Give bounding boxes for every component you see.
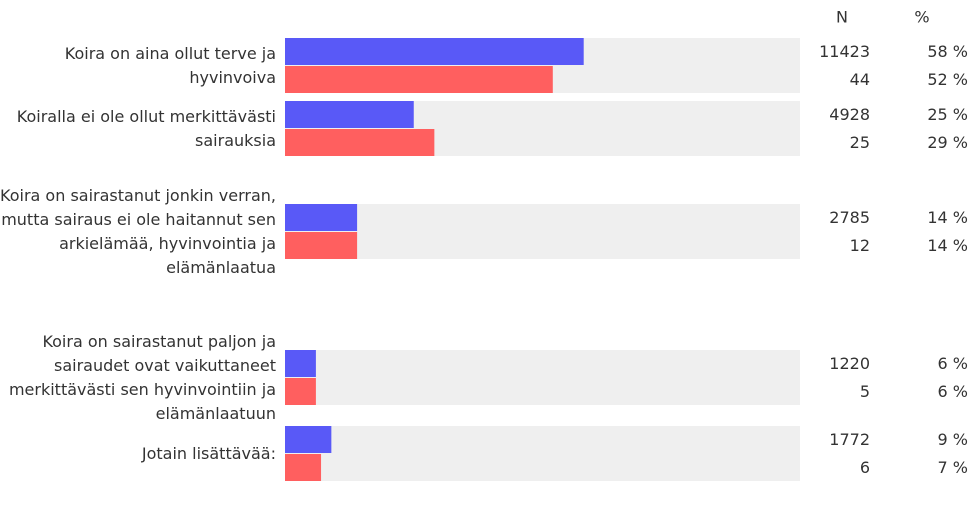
n-label: 11423	[819, 42, 870, 61]
category-label: Koiralla ei ole ollut merkittävästi sair…	[16, 106, 276, 150]
bar	[285, 454, 322, 481]
bar	[285, 66, 553, 93]
bar	[285, 232, 358, 259]
value-label: 25 %	[927, 105, 968, 124]
value-label: 14 %	[927, 208, 968, 227]
n-label: 1772	[829, 430, 870, 449]
bar	[285, 101, 414, 128]
value-label: 9 %	[938, 430, 968, 449]
value-label: 14 %	[927, 236, 968, 255]
n-label: 5	[860, 382, 870, 401]
bar	[285, 38, 584, 65]
n-label: 2785	[829, 208, 870, 227]
n-label: 4928	[829, 105, 870, 124]
column-header: N	[836, 8, 848, 27]
value-label: 7 %	[938, 458, 968, 477]
column-header: %	[914, 8, 929, 27]
category-label: Koira on aina ollut terve ja hyvinvoiva	[64, 43, 276, 87]
category-label: Koira on sairastanut jonkin verran, mutt…	[0, 185, 276, 277]
n-label: 1220	[829, 354, 870, 373]
category-label: Jotain lisättävää:	[141, 443, 276, 463]
n-label: 25	[850, 133, 870, 152]
n-label: 12	[850, 236, 870, 255]
value-label: 6 %	[938, 354, 968, 373]
n-label: 44	[850, 70, 870, 89]
bar-track	[285, 426, 800, 481]
bar	[285, 129, 435, 156]
bar	[285, 204, 358, 231]
bar	[285, 378, 316, 405]
value-label: 6 %	[938, 382, 968, 401]
category-label: Koira on sairastanut paljon ja sairaudet…	[8, 331, 276, 423]
bar	[285, 426, 332, 453]
bar-track	[285, 350, 800, 405]
bar	[285, 350, 316, 377]
n-label: 6	[860, 458, 870, 477]
value-label: 58 %	[927, 42, 968, 61]
value-label: 29 %	[927, 133, 968, 152]
bar-track	[285, 204, 800, 259]
value-label: 52 %	[927, 70, 968, 89]
